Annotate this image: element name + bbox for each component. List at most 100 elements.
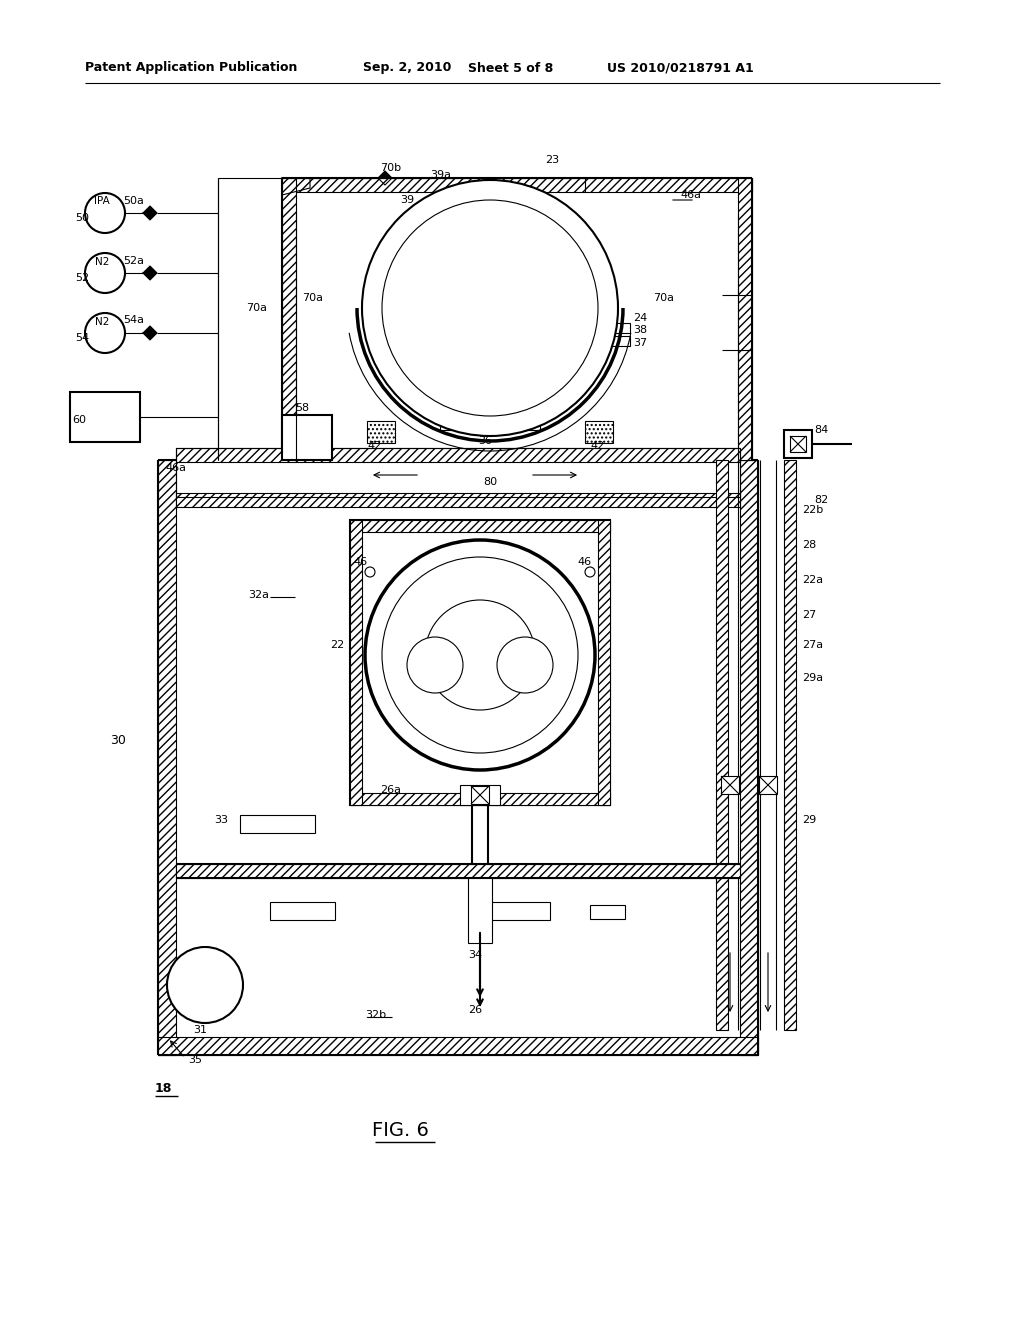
Circle shape (407, 638, 463, 693)
Text: 27: 27 (802, 610, 816, 620)
Circle shape (425, 601, 535, 710)
Text: 54: 54 (75, 333, 89, 343)
Text: 58: 58 (295, 403, 309, 413)
Text: 36: 36 (478, 436, 492, 446)
Bar (270, 902, 335, 920)
Bar (721, 776, 739, 795)
Bar (608, 323, 630, 333)
Bar (585, 421, 613, 444)
Text: 42: 42 (367, 441, 381, 451)
Text: 39: 39 (400, 195, 414, 205)
Text: 32a: 32a (248, 590, 269, 601)
Circle shape (167, 946, 243, 1023)
Text: 54a: 54a (123, 315, 144, 325)
Bar (176, 447, 740, 498)
Text: Sep. 2, 2010: Sep. 2, 2010 (362, 62, 452, 74)
Circle shape (362, 180, 618, 436)
Circle shape (382, 557, 578, 752)
Bar (70, 392, 140, 442)
Bar (784, 430, 812, 458)
Circle shape (85, 313, 125, 352)
Text: 70a: 70a (653, 293, 674, 304)
Text: 82: 82 (814, 495, 828, 506)
Text: 26: 26 (468, 1005, 482, 1015)
Bar (738, 178, 752, 459)
Text: 30: 30 (110, 734, 126, 747)
Bar (158, 1038, 758, 1055)
Text: 22: 22 (330, 640, 344, 649)
Circle shape (365, 540, 595, 770)
Text: 60: 60 (72, 414, 86, 425)
Bar (468, 878, 492, 942)
Text: 39a: 39a (430, 170, 451, 180)
Bar (350, 520, 610, 805)
Bar (367, 421, 395, 444)
Text: 29: 29 (802, 814, 816, 825)
Bar (282, 414, 332, 459)
Text: N2: N2 (95, 257, 110, 267)
Text: 23: 23 (545, 154, 559, 165)
Text: FIG. 6: FIG. 6 (372, 1121, 428, 1139)
Text: 25: 25 (422, 664, 436, 675)
Text: 18: 18 (155, 1081, 172, 1094)
Text: Sheet 5 of 8: Sheet 5 of 8 (468, 62, 553, 74)
Circle shape (382, 201, 598, 416)
Text: 24: 24 (633, 313, 647, 323)
Bar (350, 520, 610, 532)
Text: 70b: 70b (380, 162, 401, 173)
Text: 27a: 27a (802, 640, 823, 649)
Circle shape (85, 193, 125, 234)
Text: W: W (510, 209, 522, 222)
Text: 70a: 70a (302, 293, 323, 304)
Text: 52a: 52a (123, 256, 144, 267)
Text: N2: N2 (95, 317, 110, 327)
Bar (440, 418, 540, 430)
Bar (608, 337, 630, 346)
Bar (176, 492, 740, 507)
Text: 28: 28 (802, 540, 816, 550)
Bar (240, 814, 315, 833)
Text: 32b: 32b (365, 1010, 386, 1020)
Text: 50a: 50a (123, 195, 144, 206)
Text: 46a: 46a (680, 190, 701, 201)
Bar (790, 436, 806, 451)
Text: 31: 31 (193, 1026, 207, 1035)
Text: 70a: 70a (246, 304, 267, 313)
Text: 35: 35 (188, 1055, 202, 1065)
Polygon shape (143, 326, 157, 341)
Text: 33: 33 (214, 814, 228, 825)
Text: 52: 52 (75, 273, 89, 282)
Bar (282, 178, 296, 459)
Text: 46: 46 (577, 557, 591, 568)
Text: 26a: 26a (380, 785, 401, 795)
Text: 22c: 22c (455, 638, 475, 648)
Text: 46a: 46a (165, 463, 186, 473)
Text: 25: 25 (512, 664, 526, 675)
Text: 80: 80 (483, 477, 497, 487)
Bar (350, 793, 610, 805)
Polygon shape (143, 206, 157, 220)
Bar (350, 520, 362, 805)
Bar (759, 776, 777, 795)
Circle shape (585, 568, 595, 577)
Text: 37: 37 (633, 338, 647, 348)
Circle shape (497, 638, 553, 693)
Text: US 2010/0218791 A1: US 2010/0218791 A1 (607, 62, 754, 74)
Text: 29a: 29a (802, 673, 823, 682)
Polygon shape (143, 267, 157, 280)
Circle shape (85, 253, 125, 293)
Bar (598, 520, 610, 805)
Bar (176, 447, 740, 462)
Text: 34: 34 (468, 950, 482, 960)
Text: 22b: 22b (802, 506, 823, 515)
Text: 22a: 22a (802, 576, 823, 585)
Bar (471, 785, 489, 804)
Text: 50: 50 (75, 213, 89, 223)
Bar (460, 785, 500, 805)
Text: 84: 84 (814, 425, 828, 436)
Text: Patent Application Publication: Patent Application Publication (85, 62, 297, 74)
Bar (784, 459, 796, 1030)
Bar (740, 459, 758, 1055)
Text: 38: 38 (633, 325, 647, 335)
Bar (176, 865, 740, 878)
